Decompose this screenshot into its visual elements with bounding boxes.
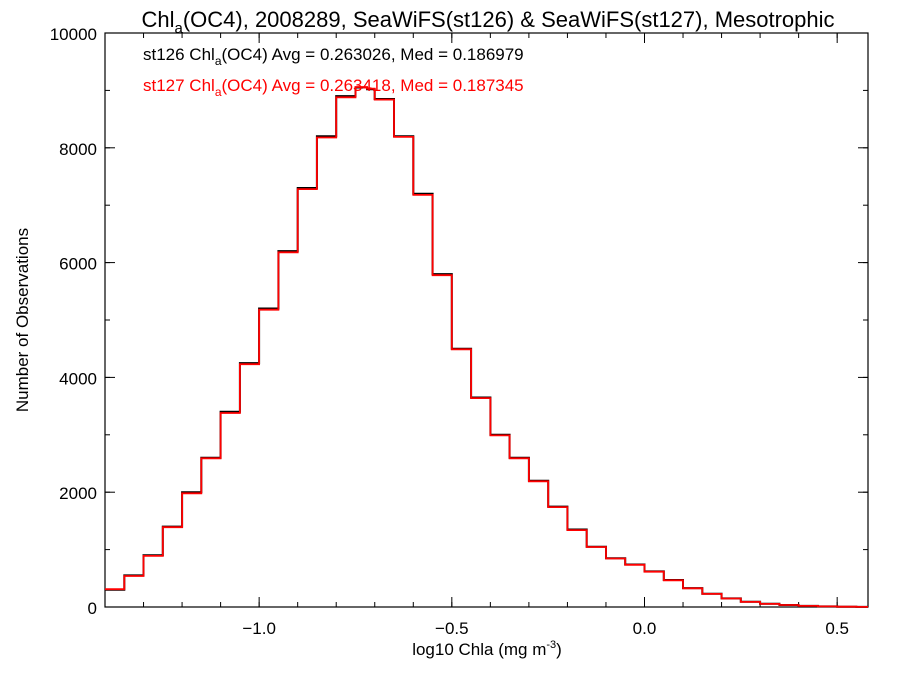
annotation-st126: st126 Chla(OC4) Avg = 0.263026, Med = 0.…	[143, 45, 524, 68]
annotation-st127-prefix: st127 Chl	[143, 76, 215, 95]
y-tick-label: 0	[88, 599, 97, 618]
x-tick-label: 0.0	[633, 619, 657, 638]
annotation-st126-rest: (OC4) Avg = 0.263026, Med = 0.186979	[222, 45, 524, 64]
y-tick-label: 10000	[50, 25, 97, 44]
series-layer	[105, 86, 868, 608]
chart-title-prefix: Chl	[141, 7, 174, 32]
x-axis-label-main: log10 Chla (mg m	[412, 640, 546, 659]
series-line-st127	[105, 86, 868, 608]
y-axis-label: Number of Observations	[13, 228, 32, 412]
chart-title: Chla(OC4), 2008289, SeaWiFS(st126) & Sea…	[141, 7, 834, 37]
y-tick-label: 4000	[59, 369, 97, 388]
x-axis-label-superscript: -3	[546, 639, 556, 651]
annotation-st127-rest: (OC4) Avg = 0.263418, Med = 0.187345	[222, 76, 524, 95]
annotation-st127: st127 Chla(OC4) Avg = 0.263418, Med = 0.…	[143, 76, 524, 99]
ticks-layer: −1.0 −0.5 0.0 0.5 0 2000 4000 6000 8000 10000	[50, 25, 868, 638]
chart-title-rest: (OC4), 2008289, SeaWiFS(st126) & SeaWiFS…	[183, 7, 835, 32]
annotation-st126-subscript: a	[215, 54, 222, 68]
x-tick-label: −0.5	[435, 619, 469, 638]
annotation-st126-prefix: st126 Chl	[143, 45, 215, 64]
y-tick-label: 6000	[59, 255, 97, 274]
x-tick-label: −1.0	[242, 619, 276, 638]
y-tick-label: 2000	[59, 484, 97, 503]
x-tick-label: 0.5	[825, 619, 849, 638]
chart-title-subscript: a	[174, 20, 183, 37]
x-axis-label: log10 Chla (mg m-3)	[412, 639, 562, 659]
annotation-st127-subscript: a	[215, 85, 222, 99]
x-axis-label-close: )	[556, 640, 562, 659]
y-tick-label: 8000	[59, 140, 97, 159]
